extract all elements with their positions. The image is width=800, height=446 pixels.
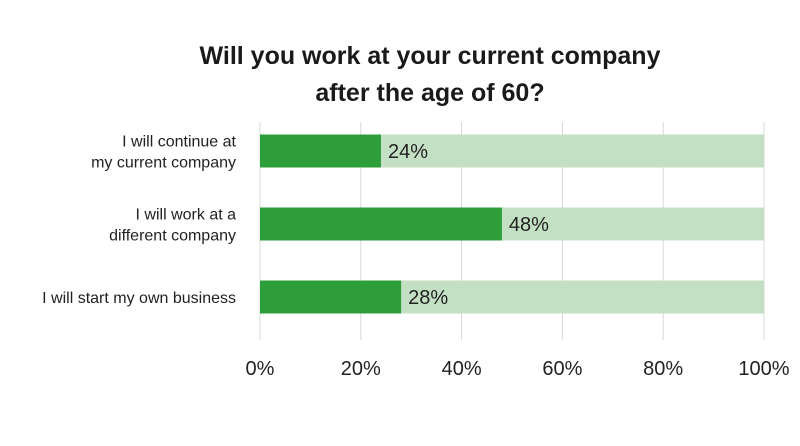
category-label-1-line-0: I will work at a [136,207,237,224]
x-tick-label-0: 0% [246,358,275,380]
bar-value-label-2: 28% [408,287,448,309]
bar-0 [260,134,381,168]
chart-title-line-2: after the age of 60? [315,79,545,107]
category-label-0-line-1: my current company [91,155,236,172]
category-label-1-line-1: different company [109,228,236,245]
x-tick-label-2: 40% [442,358,482,380]
bar-1 [260,207,502,241]
x-axis-ticks: 0% 20% 40% 60% 80% 100% [246,358,790,380]
bar-value-label-0: 24% [388,141,428,163]
category-label-0: I will continue at my current company [91,134,236,172]
category-label-2: I will start my own business [42,290,236,307]
category-label-1: I will work at a different company [109,207,236,245]
chart-title-line-1: Will you work at your current company [199,42,661,70]
bar-value-label-1: 48% [509,214,549,236]
category-label-2-line-0: I will start my own business [42,290,236,307]
x-tick-label-5: 100% [738,358,789,380]
x-tick-label-3: 60% [542,358,582,380]
bars: 24% 48% 28% [260,134,764,314]
chart-title: Will you work at your current company af… [0,38,800,112]
x-tick-label-4: 80% [643,358,683,380]
category-label-0-line-0: I will continue at [122,134,236,151]
x-tick-label-1: 20% [341,358,381,380]
bar-2 [260,280,402,314]
